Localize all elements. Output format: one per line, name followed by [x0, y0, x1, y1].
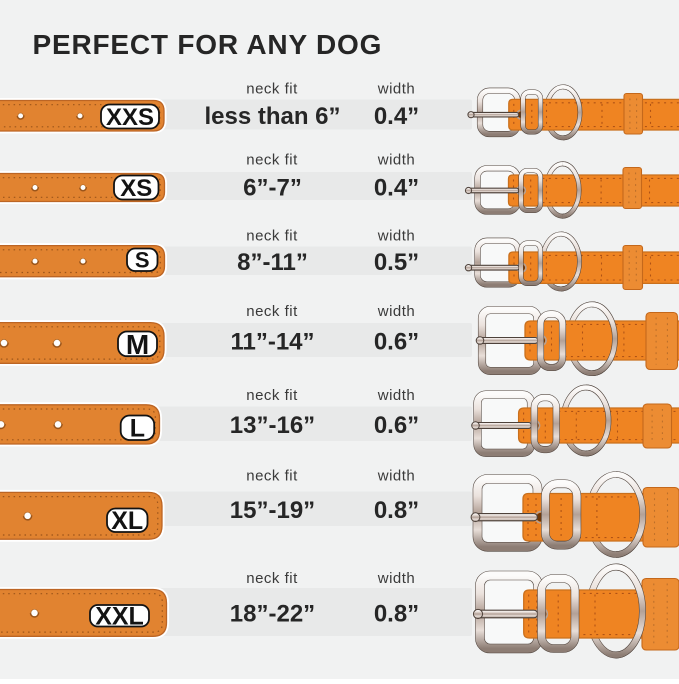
svg-text:less than 6”: less than 6” [204, 103, 340, 130]
svg-text:XXL: XXL [95, 603, 144, 631]
svg-text:neck fit: neck fit [246, 467, 298, 484]
svg-text:L: L [130, 415, 145, 443]
svg-text:18”-22”: 18”-22” [230, 600, 315, 627]
svg-text:width: width [377, 303, 416, 320]
svg-text:PERFECT FOR ANY DOG: PERFECT FOR ANY DOG [33, 29, 383, 60]
svg-text:0.6”: 0.6” [374, 328, 419, 355]
svg-text:neck fit: neck fit [246, 80, 298, 97]
svg-text:XL: XL [111, 507, 143, 535]
svg-text:neck fit: neck fit [246, 227, 298, 244]
svg-text:width: width [377, 152, 416, 169]
svg-text:neck fit: neck fit [246, 387, 298, 404]
svg-text:width: width [377, 387, 416, 404]
svg-text:6”-7”: 6”-7” [243, 174, 302, 201]
svg-text:0.5”: 0.5” [374, 249, 419, 276]
svg-text:13”-16”: 13”-16” [230, 412, 315, 439]
svg-text:0.8”: 0.8” [374, 600, 419, 627]
svg-text:neck fit: neck fit [246, 570, 298, 587]
svg-text:0.6”: 0.6” [374, 412, 419, 439]
svg-text:width: width [377, 80, 416, 97]
svg-text:8”-11”: 8”-11” [237, 249, 308, 276]
svg-text:width: width [377, 570, 416, 587]
svg-text:XS: XS [120, 175, 152, 202]
svg-text:0.4”: 0.4” [374, 174, 419, 201]
svg-text:11”-14”: 11”-14” [230, 328, 314, 355]
svg-text:neck fit: neck fit [246, 152, 298, 169]
svg-text:neck fit: neck fit [246, 303, 298, 320]
svg-text:width: width [377, 467, 416, 484]
svg-text:XXS: XXS [106, 104, 154, 131]
svg-text:0.8”: 0.8” [374, 497, 419, 524]
svg-text:15”-19”: 15”-19” [230, 497, 315, 524]
svg-text:0.4”: 0.4” [374, 103, 419, 130]
svg-text:M: M [126, 329, 149, 360]
svg-text:S: S [135, 248, 150, 273]
svg-text:width: width [377, 227, 416, 244]
